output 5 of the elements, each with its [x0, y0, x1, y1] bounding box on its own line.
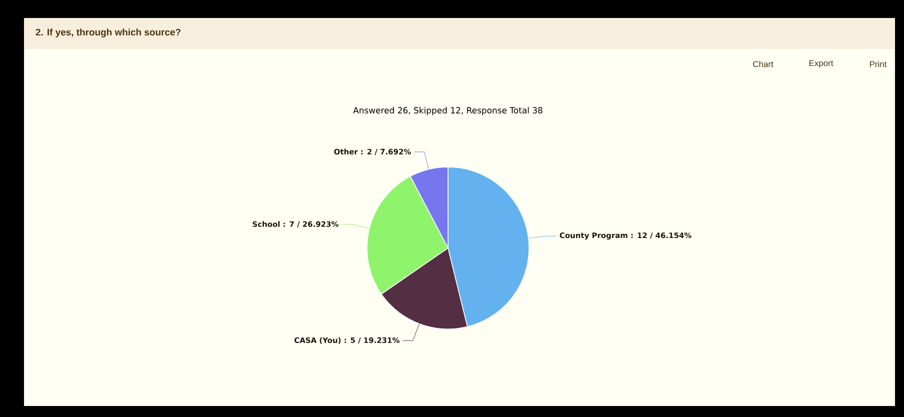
text: Print — [870, 60, 887, 68]
text: 2. If yes, through which source? — [36, 28, 180, 38]
chart-subtitle: Answered 26, Skipped 12, Response Total 38 — [353, 106, 542, 116]
text: Export — [809, 60, 834, 68]
text: Chart — [753, 60, 774, 68]
